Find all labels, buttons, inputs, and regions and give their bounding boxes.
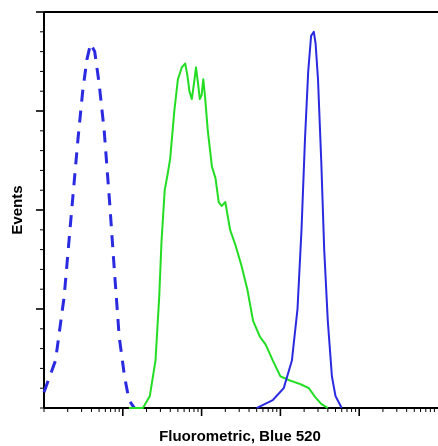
x-axis-title: Fluorometric, Blue 520 [159, 428, 321, 445]
series-layer [42, 30, 343, 409]
y-axis-ticks [36, 11, 44, 409]
series-green-curve [129, 62, 329, 409]
y-axis-title: Events [9, 185, 26, 234]
plot-frame [43, 11, 438, 409]
x-axis-ticks [43, 408, 435, 416]
series-solid-blue-curve [256, 30, 343, 409]
series-dashed-blue-curve [42, 42, 136, 409]
